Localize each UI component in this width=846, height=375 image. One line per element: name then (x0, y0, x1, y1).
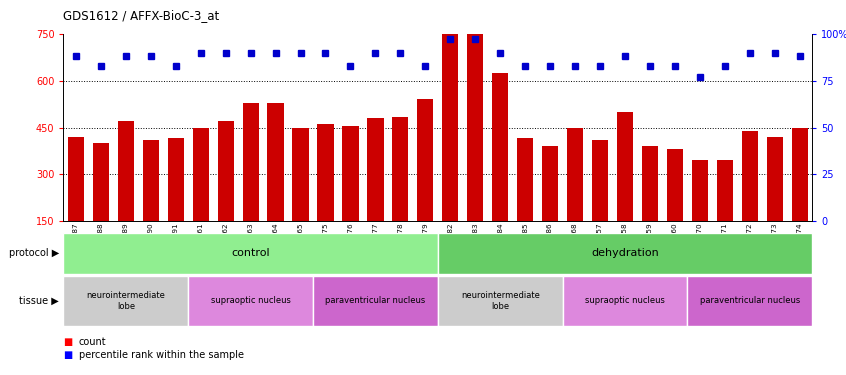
Bar (343, 126, 359, 221)
Bar (293, 128, 309, 221)
Bar (617, 112, 633, 221)
Bar (243, 102, 259, 221)
Text: paraventricular nucleus: paraventricular nucleus (326, 296, 426, 305)
Bar (217, 121, 233, 221)
Bar (692, 160, 708, 221)
Text: control: control (231, 248, 270, 258)
Text: protocol ▶: protocol ▶ (9, 248, 59, 258)
Bar (742, 130, 758, 221)
Bar (68, 137, 84, 221)
Bar (393, 117, 409, 221)
Bar (592, 140, 608, 221)
Bar (563, 276, 687, 326)
Bar (63, 276, 188, 326)
Bar (367, 118, 383, 221)
Text: tissue ▶: tissue ▶ (19, 296, 59, 306)
Text: dehydration: dehydration (591, 248, 659, 258)
Bar (168, 138, 184, 221)
Bar (792, 128, 808, 221)
Bar (93, 143, 109, 221)
Bar (417, 99, 433, 221)
Bar (717, 160, 733, 221)
Bar (467, 15, 483, 221)
Bar (567, 128, 583, 221)
Bar (442, 31, 459, 221)
Text: neurointermediate
lobe: neurointermediate lobe (86, 291, 165, 310)
Bar (188, 276, 313, 326)
Bar (313, 276, 437, 326)
Bar (492, 73, 508, 221)
Text: paraventricular nucleus: paraventricular nucleus (700, 296, 799, 305)
Bar (118, 121, 134, 221)
Bar (437, 232, 812, 274)
Text: GDS1612 / AFFX-BioC-3_at: GDS1612 / AFFX-BioC-3_at (63, 9, 220, 22)
Bar (193, 128, 209, 221)
Text: ■: ■ (63, 350, 73, 360)
Bar (517, 138, 533, 221)
Bar (267, 102, 283, 221)
Text: ■: ■ (63, 337, 73, 347)
Bar (667, 149, 683, 221)
Text: neurointermediate
lobe: neurointermediate lobe (461, 291, 540, 310)
Text: supraoptic nucleus: supraoptic nucleus (585, 296, 665, 305)
Bar (437, 276, 563, 326)
Bar (542, 146, 558, 221)
Bar (766, 137, 783, 221)
Bar (63, 232, 437, 274)
Text: count: count (79, 337, 107, 347)
Bar (143, 140, 159, 221)
Bar (642, 146, 658, 221)
Text: percentile rank within the sample: percentile rank within the sample (79, 350, 244, 360)
Bar (317, 124, 333, 221)
Bar (687, 276, 812, 326)
Text: supraoptic nucleus: supraoptic nucleus (211, 296, 290, 305)
